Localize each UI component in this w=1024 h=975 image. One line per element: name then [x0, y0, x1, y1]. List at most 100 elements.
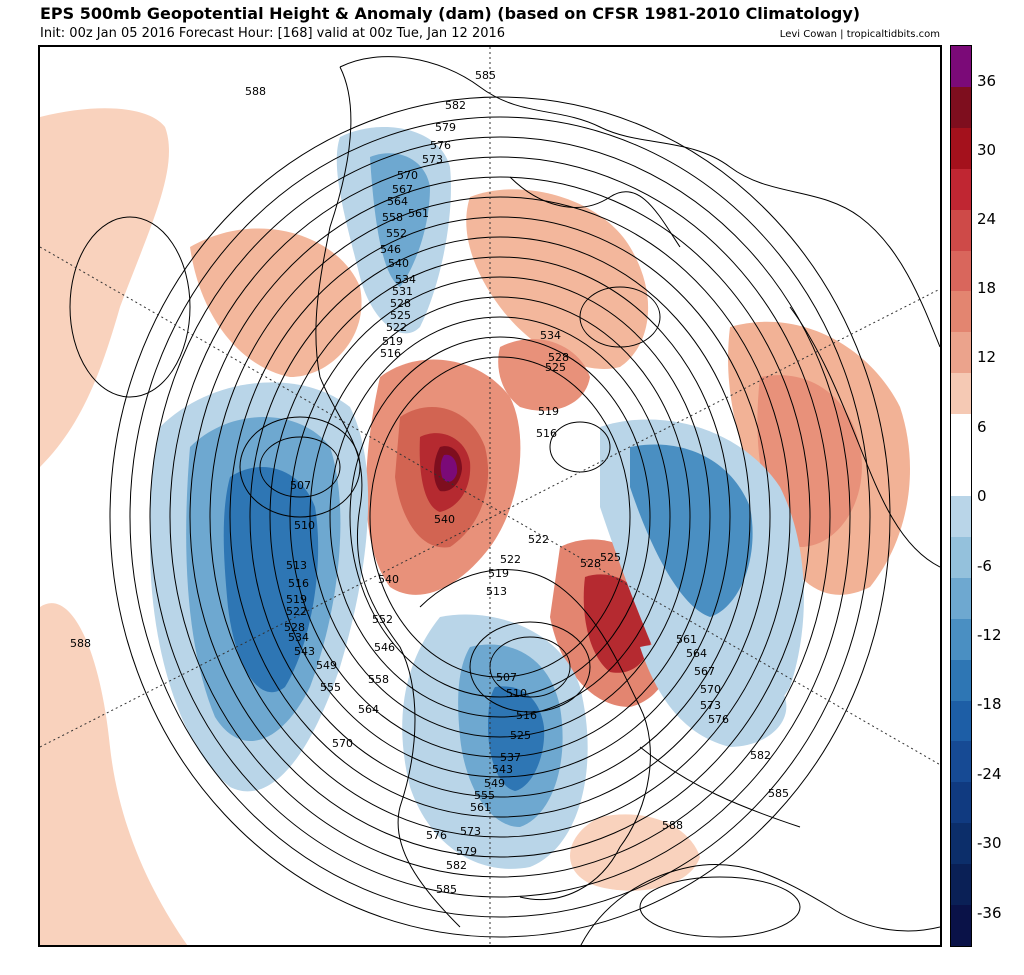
contour-label: 567: [694, 665, 715, 678]
contour-label: 576: [708, 713, 729, 726]
colorbar-segment: [951, 291, 971, 333]
contour-label: 522: [500, 553, 521, 566]
contour-label: 576: [426, 829, 447, 842]
contour-label: 555: [320, 681, 341, 694]
positive-anomaly-shading: [40, 108, 910, 945]
colorbar-tick-label: 30: [977, 141, 997, 159]
contour-label: 516: [516, 709, 537, 722]
colorbar-tick-label: -36: [977, 904, 1002, 922]
contour-label: 519: [286, 593, 307, 606]
contour-label: 588: [662, 819, 683, 832]
contour-label: 558: [382, 211, 403, 224]
contour-label: 528: [284, 621, 305, 634]
contour-label: 552: [372, 613, 393, 626]
contour-label: 519: [538, 405, 559, 418]
contour-label: 507: [496, 671, 517, 684]
colorbar-tick-label: 0: [977, 487, 987, 505]
contour-label: 582: [445, 99, 466, 112]
contour-label: 540: [434, 513, 455, 526]
contour-label: 534: [288, 631, 309, 644]
colorbar-segment: [951, 46, 971, 87]
contour-label: 528: [580, 557, 601, 570]
colorbar-segment: [951, 864, 971, 906]
contour-label: 564: [358, 703, 379, 716]
contour-label: 519: [488, 567, 509, 580]
contour-label: 576: [430, 139, 451, 152]
colorbar-segment: [951, 332, 971, 374]
colorbar-segment: [951, 127, 971, 169]
polar-stereographic-map: 585 582 579 576 573 570 567 564 561 558 …: [40, 47, 940, 945]
colorbar-segment: [951, 536, 971, 578]
contour-label: 552: [386, 227, 407, 240]
colorbar-segment: [951, 86, 971, 128]
contour-label: 513: [486, 585, 507, 598]
contour-label: 579: [435, 121, 456, 134]
contour-label: 507: [290, 479, 311, 492]
colorbar-segment: [951, 455, 971, 496]
contour-label: 549: [484, 777, 505, 790]
colorbar-segment: [951, 168, 971, 210]
colorbar-segment: [951, 700, 971, 742]
contour-label: 522: [286, 605, 307, 618]
contour-label: 570: [397, 169, 418, 182]
colorbar-segment: [951, 782, 971, 824]
map-subtitle: Init: 00z Jan 05 2016 Forecast Hour: [16…: [40, 26, 506, 41]
colorbar-tick-label: -18: [977, 695, 1002, 713]
contour-label: 516: [288, 577, 309, 590]
contour-label: 516: [380, 347, 401, 360]
colorbar-tick-label: 36: [977, 72, 997, 90]
contour-label: 588: [245, 85, 266, 98]
contour-label: 510: [506, 687, 527, 700]
colorbar-segment: [951, 577, 971, 619]
contour-label: 558: [368, 673, 389, 686]
contour-label: 543: [492, 763, 513, 776]
contour-label: 528: [548, 351, 569, 364]
contour-label: 540: [378, 573, 399, 586]
contour-label: 510: [294, 519, 315, 532]
colorbar-segment: [951, 250, 971, 292]
colorbar-tick-label: 24: [977, 210, 997, 228]
grid-line: [40, 47, 940, 945]
contour-label: 570: [700, 683, 721, 696]
colorbar: [950, 45, 972, 947]
contour-label: 561: [408, 207, 429, 220]
colorbar-segment: [951, 209, 971, 251]
colorbar-tick-label: 18: [977, 279, 997, 297]
contour-label: 561: [676, 633, 697, 646]
colorbar-segment: [951, 741, 971, 783]
contour-label: 567: [392, 183, 413, 196]
contour-label: 561: [470, 801, 491, 814]
colorbar-tick-label: -24: [977, 765, 1002, 783]
map-panel: 585 582 579 576 573 570 567 564 561 558 …: [38, 45, 942, 947]
colorbar-segment: [951, 659, 971, 701]
colorbar-tick-label: 6: [977, 418, 987, 436]
contour-label: 585: [768, 787, 789, 800]
colorbar-segment: [951, 905, 971, 946]
contour-label: 555: [474, 789, 495, 802]
contour-label: 525: [510, 729, 531, 742]
coastline-shape: [315, 56, 940, 945]
contour-label: 534: [395, 273, 416, 286]
contour-label: 585: [475, 69, 496, 82]
contour-label: 564: [686, 647, 707, 660]
contour-label: 573: [460, 825, 481, 838]
contour-label: 537: [500, 751, 521, 764]
contour-labels: 585 582 579 576 573 570 567 564 561 558 …: [70, 69, 789, 896]
colorbar-segment: [951, 373, 971, 415]
contour-label: 570: [332, 737, 353, 750]
contour-label: 525: [545, 361, 566, 374]
contour-label: 543: [294, 645, 315, 658]
contour-label: 582: [750, 749, 771, 762]
contour-label: 525: [390, 309, 411, 322]
contour-label: 534: [540, 329, 561, 342]
contour-line: [69, 96, 891, 938]
contour-label: 564: [387, 195, 408, 208]
contour-label: 579: [456, 845, 477, 858]
contour-label: 522: [528, 533, 549, 546]
contour-label: 528: [390, 297, 411, 310]
contour-label: 582: [446, 859, 467, 872]
contour-label: 546: [380, 243, 401, 256]
colorbar-segment: [951, 495, 971, 537]
contour-label: 588: [70, 637, 91, 650]
colorbar-tick-label: -6: [977, 557, 992, 575]
